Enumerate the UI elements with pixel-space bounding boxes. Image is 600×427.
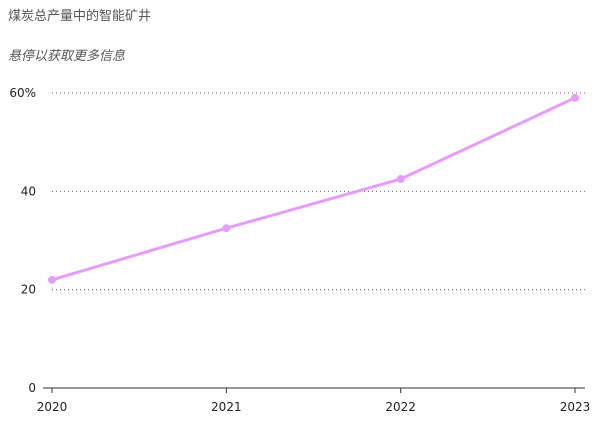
data-point-2022[interactable] [396, 175, 405, 184]
data-point-2020[interactable] [48, 275, 56, 284]
gridlines [52, 92, 585, 291]
x-tick-label: 2021 [211, 400, 242, 414]
chart-title: 煤炭总产量中的智能矿井 [8, 9, 152, 24]
x-tick-label: 2023 [560, 400, 591, 414]
chart-subtitle: 悬停以获取更多信息 [8, 49, 126, 64]
y-tick-label: 40 [21, 184, 36, 198]
x-tick-label: 2022 [385, 400, 416, 414]
y-tick-label: 60% [9, 86, 36, 100]
data-point-2023[interactable] [571, 93, 579, 102]
series-layer [48, 93, 579, 284]
x-axis-ticks: 2020 2021 2022 2023 [37, 388, 591, 414]
series-line [50, 96, 577, 282]
data-point-2021[interactable] [222, 224, 231, 233]
y-tick-label: 20 [21, 283, 36, 297]
x-tick-label: 2020 [37, 400, 68, 414]
y-tick-label: 0 [28, 381, 36, 395]
y-axis-ticks: 0 20 40 60% [9, 86, 36, 395]
